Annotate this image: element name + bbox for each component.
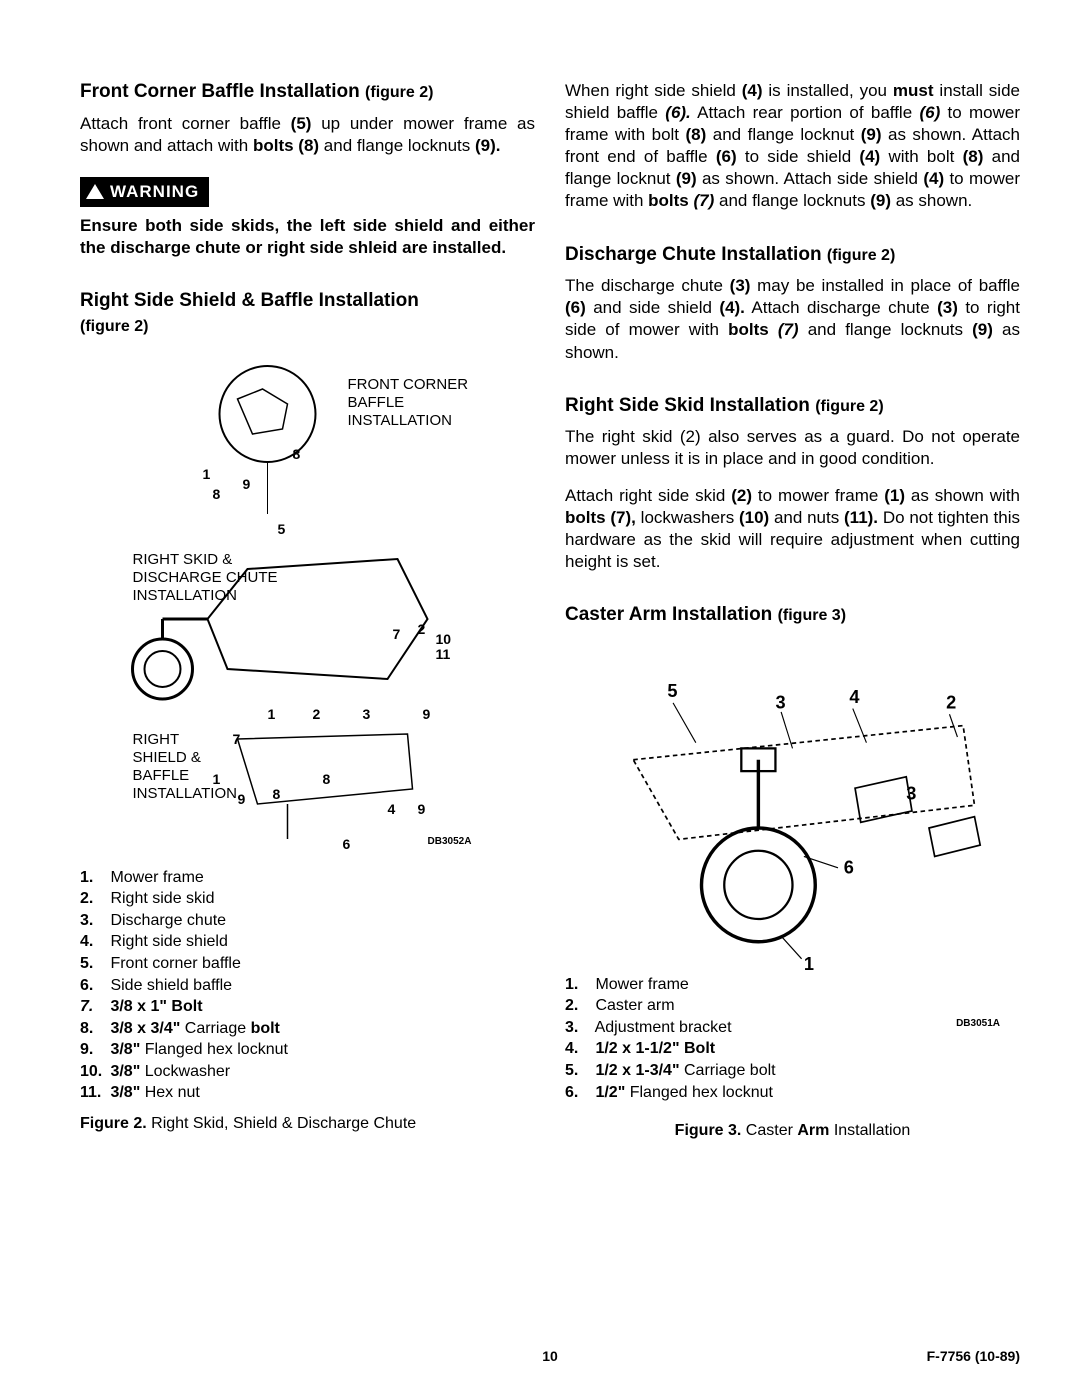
svg-text:9: 9	[238, 791, 246, 807]
caption-rest: Caster Arm Installation	[741, 1122, 910, 1139]
list-item: 6. Side shield baffle	[80, 975, 535, 997]
heading-right-skid: Right Side Skid Installation (figure 2)	[565, 394, 1020, 419]
parts-list-fig2: 1. Mower frame 2. Right side skid 3. Dis…	[80, 867, 535, 1105]
list-item: 8. 3/8 x 3/4" Carriage bolt	[80, 1018, 535, 1040]
caption-lead: Figure 3.	[675, 1122, 742, 1139]
doc-id: F-7756 (10-89)	[927, 1348, 1020, 1364]
list-item: 9. 3/8" Flanged hex locknut	[80, 1039, 535, 1061]
para-right-skid-1: The right skid (2) also serves as a guar…	[565, 426, 1020, 470]
warning-label: WARNING	[110, 181, 199, 203]
list-item: 10. 3/8" Lockwasher	[80, 1061, 535, 1083]
figure-ref: (figure 2)	[827, 247, 895, 264]
caption-rest: Right Skid, Shield & Discharge Chute	[147, 1115, 416, 1132]
list-item: 6. 1/2" Flanged hex locknut	[565, 1082, 1020, 1104]
list-item: 1. Mower frame	[565, 974, 1020, 996]
svg-text:BAFFLE: BAFFLE	[348, 394, 405, 411]
page-footer: 10 F-7756 (10-89)	[80, 1348, 1020, 1364]
svg-text:10: 10	[436, 631, 452, 647]
svg-text:6: 6	[343, 836, 351, 852]
svg-text:3: 3	[906, 783, 916, 803]
figure-2: FRONT CORNER BAFFLE INSTALLATION 8 1 8 9…	[80, 359, 535, 1135]
svg-text:1: 1	[213, 771, 221, 787]
diagram-label-c: RIGHT	[133, 731, 180, 748]
svg-text:1: 1	[804, 954, 814, 974]
svg-text:DISCHARGE CHUTE: DISCHARGE CHUTE	[133, 569, 278, 586]
svg-text:5: 5	[667, 681, 677, 701]
list-item: 7. 3/8 x 1" Bolt	[80, 996, 535, 1018]
figure-3-caption: Figure 3. Caster Arm Installation	[565, 1121, 1020, 1142]
list-item: 3. Adjustment bracket DB3051A	[565, 1017, 1020, 1039]
svg-text:INSTALLATION: INSTALLATION	[348, 412, 452, 429]
svg-text:5: 5	[278, 521, 286, 537]
heading-text: Right Side Shield & Baffle Installation	[80, 290, 419, 311]
svg-text:1: 1	[268, 706, 276, 722]
svg-text:2: 2	[418, 621, 426, 637]
svg-text:8: 8	[273, 786, 281, 802]
svg-text:9: 9	[418, 801, 426, 817]
svg-text:3: 3	[363, 706, 371, 722]
diagram-id: DB3051A	[956, 1017, 1020, 1031]
diagram-id: DB3052A	[428, 836, 472, 847]
caption-lead: Figure 2.	[80, 1115, 147, 1132]
svg-text:2: 2	[313, 706, 321, 722]
page-number: 10	[542, 1348, 558, 1364]
left-column: Front Corner Baffle Installation (figure…	[80, 80, 535, 1145]
figure-2-caption: Figure 2. Right Skid, Shield & Discharge…	[80, 1114, 535, 1135]
diagram-figure-3: 5 3 4 2 3 6 1	[565, 646, 1020, 966]
heading-caster-arm: Caster Arm Installation (figure 3)	[565, 603, 1020, 628]
svg-text:9: 9	[243, 476, 251, 492]
figure-ref: (figure 3)	[778, 607, 846, 624]
svg-text:4: 4	[388, 801, 396, 817]
warning-icon	[86, 184, 104, 199]
diagram-figure-2: FRONT CORNER BAFFLE INSTALLATION 8 1 8 9…	[80, 359, 535, 859]
svg-text:BAFFLE: BAFFLE	[133, 767, 190, 784]
figure-ref: (figure 2)	[80, 318, 148, 335]
heading-discharge-chute: Discharge Chute Installation (figure 2)	[565, 243, 1020, 268]
warning-badge: WARNING	[80, 177, 209, 207]
parts-list-fig3: 1. Mower frame 2. Caster arm 3. Adjustme…	[565, 974, 1020, 1104]
svg-text:4: 4	[849, 686, 860, 706]
list-item: 11. 3/8" Hex nut	[80, 1082, 535, 1104]
heading-text: Discharge Chute Installation	[565, 244, 822, 265]
heading-front-corner-baffle: Front Corner Baffle Installation (figure…	[80, 80, 535, 105]
svg-text:11: 11	[436, 646, 451, 662]
svg-text:7: 7	[393, 626, 401, 642]
heading-text: Caster Arm Installation	[565, 604, 772, 625]
list-item: 1. Mower frame	[80, 867, 535, 889]
para-front-corner: Attach front corner baffle (5) up under …	[80, 113, 535, 157]
svg-text:9: 9	[423, 706, 431, 722]
svg-text:1: 1	[203, 466, 211, 482]
right-column: When right side shield (4) is installed,…	[565, 80, 1020, 1145]
warning-text: Ensure both side skids, the left side sh…	[80, 215, 535, 259]
diagram-label-b: RIGHT SKID &	[133, 551, 233, 568]
list-item: 5. 1/2 x 1-3/4" Carriage bolt	[565, 1060, 1020, 1082]
heading-right-side-shield: Right Side Shield & Baffle Installation …	[80, 289, 535, 338]
list-item: 3. Discharge chute	[80, 910, 535, 932]
list-item: 2. Caster arm	[565, 995, 1020, 1017]
diagram-label-a: FRONT CORNER	[348, 376, 469, 393]
svg-text:8: 8	[293, 446, 301, 462]
svg-text:SHIELD &: SHIELD &	[133, 749, 201, 766]
svg-text:3: 3	[775, 692, 785, 712]
para-discharge: The discharge chute (3) may be installed…	[565, 275, 1020, 363]
para-right-skid-2: Attach right side skid (2) to mower fram…	[565, 485, 1020, 573]
svg-text:2: 2	[946, 692, 956, 712]
list-item: 2. Right side skid	[80, 888, 535, 910]
list-item: 4. 1/2 x 1-1/2" Bolt	[565, 1038, 1020, 1060]
svg-text:8: 8	[213, 486, 221, 502]
svg-text:7: 7	[233, 731, 241, 747]
heading-text: Right Side Skid Installation	[565, 395, 810, 416]
para-right-intro: When right side shield (4) is installed,…	[565, 80, 1020, 213]
list-item: 4. Right side shield	[80, 931, 535, 953]
figure-ref: (figure 2)	[365, 84, 433, 101]
svg-text:8: 8	[323, 771, 331, 787]
heading-text: Front Corner Baffle Installation	[80, 81, 360, 102]
svg-text:6: 6	[844, 857, 854, 877]
svg-text:INSTALLATION: INSTALLATION	[133, 785, 237, 802]
list-item: 5. Front corner baffle	[80, 953, 535, 975]
figure-ref: (figure 2)	[815, 398, 883, 415]
